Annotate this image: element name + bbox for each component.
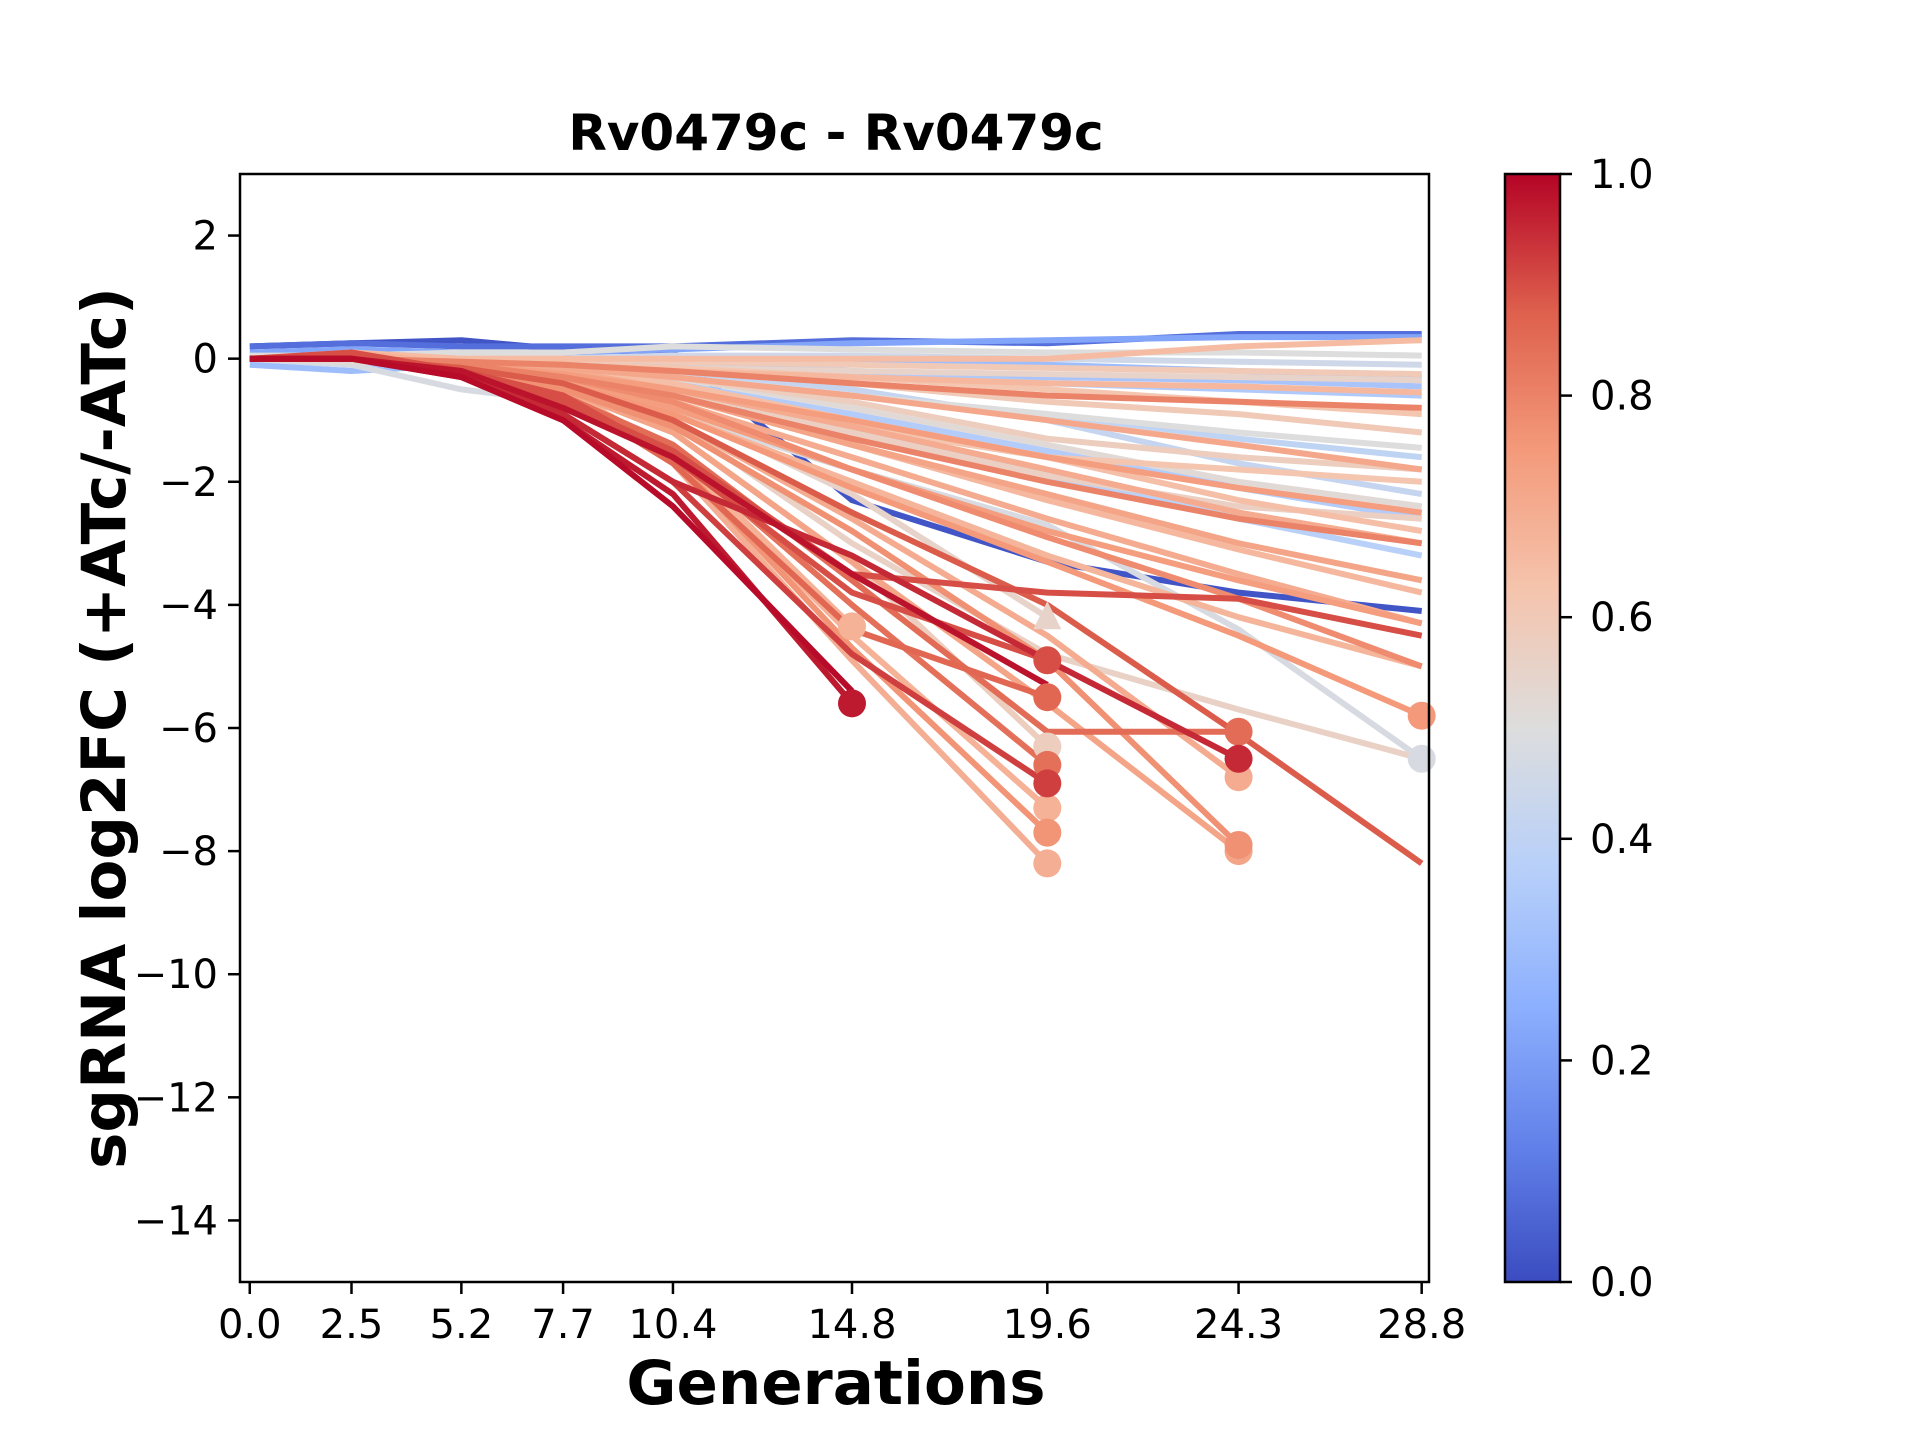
y-tick-label: 2 bbox=[193, 214, 218, 260]
y-tick-label: −4 bbox=[159, 583, 218, 629]
series-marker-sg-38 bbox=[1224, 830, 1253, 859]
colorbar-tick-label: 1.0 bbox=[1590, 152, 1654, 198]
series-line-sg-52 bbox=[249, 355, 855, 694]
x-axis-ticks: 0.0 2.5 5.2 7.7 10.4 14.8 19.6 24.3 28.8 bbox=[218, 1282, 1466, 1348]
y-tick-label: −2 bbox=[159, 460, 218, 506]
x-tick-label: 5.2 bbox=[430, 1302, 494, 1348]
y-tick-label: −8 bbox=[159, 829, 218, 875]
x-tick-label: 24.3 bbox=[1194, 1302, 1283, 1348]
x-tick-label: 10.4 bbox=[628, 1302, 717, 1348]
series-marker-sg-11 bbox=[1407, 744, 1436, 773]
series-marker-sg-47 bbox=[1033, 646, 1062, 675]
x-tick-label: 2.5 bbox=[320, 1302, 384, 1348]
series-marker-sg-50 bbox=[837, 689, 866, 718]
y-tick-label: −14 bbox=[134, 1198, 218, 1244]
colorbar-tick-label: 0.8 bbox=[1590, 374, 1654, 420]
series-marker-sg-43 bbox=[1224, 717, 1253, 746]
x-axis-label: Generations bbox=[626, 1348, 1045, 1419]
series-marker-sg-49 bbox=[1224, 744, 1253, 773]
series-marker-sg-16 bbox=[1033, 601, 1062, 630]
x-tick-label: 0.0 bbox=[218, 1302, 282, 1348]
colorbar-tick-label: 0.6 bbox=[1590, 595, 1654, 641]
colorbar bbox=[1503, 172, 1562, 1284]
series-layer bbox=[249, 331, 1424, 866]
y-tick-label: 0 bbox=[193, 337, 218, 383]
marker-layer bbox=[837, 601, 1436, 878]
chart-title: Rv0479c - Rv0479c bbox=[568, 104, 1103, 162]
colorbar-ticks: 0.0 0.2 0.4 0.6 0.8 1.0 bbox=[1560, 152, 1654, 1306]
y-tick-label: −6 bbox=[159, 706, 218, 752]
series-marker-sg-28 bbox=[1033, 794, 1062, 823]
series-marker-sg-37 bbox=[1033, 818, 1062, 847]
series-marker-sg-27 bbox=[837, 612, 866, 641]
series-line-sg-47 bbox=[249, 352, 1049, 664]
x-tick-label: 14.8 bbox=[807, 1302, 896, 1348]
series-marker-sg-44 bbox=[1033, 683, 1062, 712]
y-axis-label: sgRNA log2FC (+ATc/-ATc) bbox=[69, 287, 140, 1169]
series-marker-sg-48 bbox=[1033, 769, 1062, 798]
x-tick-label: 28.8 bbox=[1377, 1302, 1466, 1348]
y-tick-label: −12 bbox=[134, 1075, 218, 1121]
colorbar-tick-label: 0.0 bbox=[1590, 1260, 1654, 1306]
series-marker-sg-29 bbox=[1033, 849, 1062, 878]
y-axis-ticks: 2 0 −2 −4 −6 −8 −10 −12 −14 bbox=[134, 214, 240, 1244]
y-tick-label: −10 bbox=[134, 952, 218, 998]
colorbar-tick-label: 0.4 bbox=[1590, 817, 1654, 863]
x-tick-label: 19.6 bbox=[1003, 1302, 1092, 1348]
x-tick-label: 7.7 bbox=[531, 1302, 595, 1348]
colorbar-tick-label: 0.2 bbox=[1590, 1038, 1654, 1084]
series-marker-sg-36 bbox=[1407, 701, 1436, 730]
